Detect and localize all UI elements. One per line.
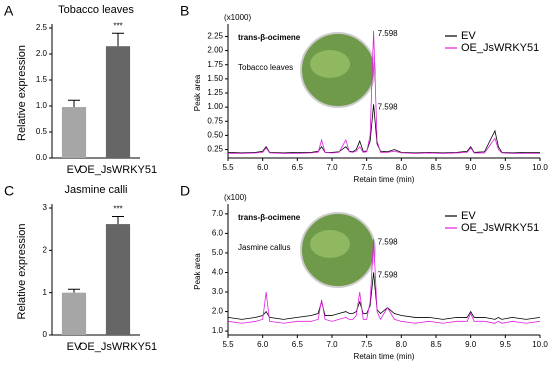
series-line — [227, 239, 541, 324]
photo-highlight — [310, 230, 350, 258]
panel-letter: A — [4, 3, 14, 19]
y-axis-label: Peak area — [193, 74, 202, 111]
y-tick-label: 1.75 — [207, 60, 223, 69]
sample-label: Jasmine callus — [238, 243, 290, 252]
x-tick-label: OE_JsWRKY51 — [79, 341, 157, 353]
x-tick-label: 9.5 — [500, 340, 512, 349]
x-tick-label: 7.0 — [326, 163, 338, 172]
y-tick-label: 3.0 — [212, 287, 224, 296]
legend-label: EV — [461, 210, 476, 222]
x-tick-label: 7.5 — [361, 163, 373, 172]
y-tick-label: 0.0 — [36, 153, 48, 162]
peak-label: 7.598 — [378, 271, 399, 280]
chart-title: Jasmine calli — [65, 184, 128, 196]
legend-label: OE_JsWRKY51 — [461, 222, 539, 234]
y-tick-label: 2.5 — [36, 23, 48, 32]
y-tick-label: 1.00 — [207, 102, 223, 111]
compound-label: trans-β-ocimene — [238, 213, 301, 222]
y-axis-label: Peak area — [193, 253, 202, 290]
y-tick-label: 0 — [43, 330, 48, 339]
x-tick-label: EV — [67, 341, 82, 353]
photo-highlight — [310, 50, 350, 78]
error-bar — [112, 32, 124, 47]
y-tick-label: 1.5 — [36, 75, 48, 84]
peak-label: 7.598 — [378, 102, 399, 111]
legend-label: EV — [461, 30, 476, 42]
x-tick-label: 8.0 — [396, 340, 408, 349]
significance: *** — [113, 21, 122, 30]
significance: *** — [113, 205, 122, 214]
series-line — [227, 104, 540, 154]
y-axis-label: Relative expression — [16, 45, 28, 141]
error-bar — [68, 288, 80, 293]
y-tick-label: 1.25 — [207, 88, 223, 97]
series-line — [228, 30, 540, 154]
x-tick-label: EV — [67, 164, 82, 176]
y-tick-label: 0.50 — [207, 131, 223, 140]
y-tick-label: 0.5 — [36, 127, 48, 136]
y-tick-label: 1.0 — [36, 101, 48, 110]
x-tick-label: 9.0 — [465, 340, 477, 349]
y-unit: (x100) — [224, 193, 247, 202]
panel-letter: D — [180, 183, 190, 199]
x-tick-label: 7.5 — [361, 340, 373, 349]
x-tick-label: 5.5 — [222, 340, 234, 349]
bar — [61, 292, 87, 335]
x-tick-label: 8.5 — [430, 163, 442, 172]
x-tick-label: 6.0 — [257, 340, 269, 349]
y-tick-label: 3 — [43, 203, 48, 212]
y-tick-label: 2.0 — [36, 49, 48, 58]
x-tick-label: 9.5 — [500, 163, 512, 172]
error-bar — [112, 215, 124, 225]
y-tick-label: 5.0 — [212, 248, 224, 257]
x-tick-label: 10.0 — [532, 163, 548, 172]
y-tick-label: 2.0 — [212, 307, 224, 316]
y-tick-label: 6.0 — [212, 229, 224, 238]
x-tick-label: 6.5 — [292, 340, 304, 349]
y-tick-label: 4.0 — [212, 268, 224, 277]
error-bar — [68, 99, 80, 108]
x-tick-label: 9.0 — [465, 163, 477, 172]
x-axis-label: Retain time (min) — [354, 175, 415, 184]
y-tick-label: 2 — [43, 245, 48, 254]
panel-letter: B — [180, 3, 189, 19]
y-tick-label: 1 — [43, 288, 48, 297]
x-tick-label: 5.5 — [222, 163, 234, 172]
y-unit: (x1000) — [224, 13, 251, 22]
y-tick-label: 2.00 — [207, 46, 223, 55]
y-tick-label: 0.25 — [207, 145, 223, 154]
peak-label: 7.598 — [378, 29, 399, 38]
y-tick-label: 0.75 — [207, 116, 223, 125]
peak-label: 7.598 — [378, 237, 399, 246]
x-tick-label: OE_JsWRKY51 — [79, 164, 157, 176]
bar — [105, 224, 131, 335]
panel-letter: C — [4, 183, 14, 199]
bar — [61, 107, 87, 158]
sample-label: Tobacco leaves — [238, 63, 293, 72]
y-tick-label: 1.50 — [207, 74, 223, 83]
x-tick-label: 6.5 — [292, 163, 304, 172]
y-tick-label: 1.0 — [212, 326, 224, 335]
legend-label: OE_JsWRKY51 — [461, 42, 539, 54]
x-tick-label: 8.0 — [396, 163, 408, 172]
chart-title: Tobacco leaves — [58, 4, 134, 16]
y-axis-label: Relative expression — [16, 224, 28, 320]
y-tick-label: 7.0 — [212, 209, 224, 218]
bar — [105, 46, 131, 159]
y-tick-label: 2.25 — [207, 32, 223, 41]
x-tick-label: 10.0 — [532, 340, 548, 349]
x-tick-label: 6.0 — [257, 163, 269, 172]
x-tick-label: 8.5 — [430, 340, 442, 349]
x-axis-label: Retain time (min) — [354, 352, 415, 361]
compound-label: trans-β-ocimene — [238, 33, 301, 42]
x-tick-label: 7.0 — [326, 340, 338, 349]
